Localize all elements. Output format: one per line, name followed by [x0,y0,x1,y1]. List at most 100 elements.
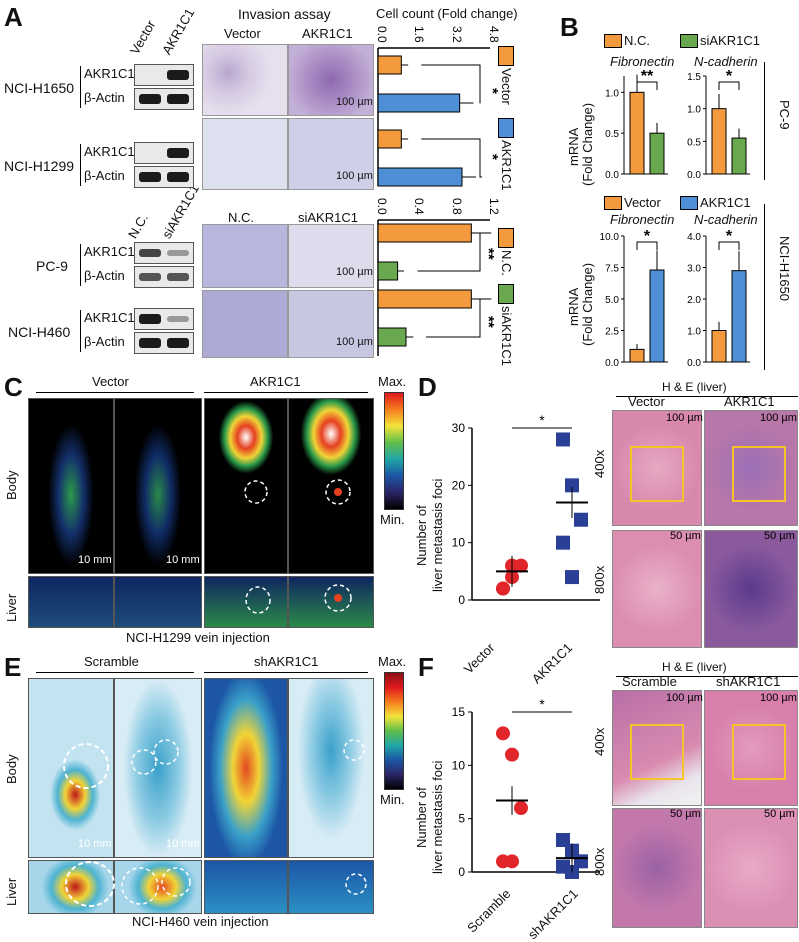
e-colorbar [384,672,404,790]
c-group-akr1c1: AKR1C1 [250,374,301,389]
sig-label: * [644,228,651,245]
f-zoom-box-1 [630,724,684,780]
f-he-shakr1c1-400 [704,690,798,806]
c-pet-liver-vector-1 [28,576,114,628]
d-zoom-box-2 [732,446,786,502]
tick-bot-0: 0.0 [375,198,389,215]
legend-label-akr1c1: AKR1C1 [499,140,514,191]
wb-h460-akr1c1 [134,308,194,330]
wb-h1650-actin [134,88,194,110]
f-he-col-shakr1c1: shAKR1C1 [716,674,781,689]
b-gene-fn-1: Fibronectin [610,54,675,69]
b-ylabel-1b: (Fold Change) [580,102,595,186]
d-mag-800: 800x [592,565,607,594]
data-point [556,833,570,847]
d-scale-100-2: 100 µm [760,412,797,424]
e-pet-shakr1c1-1 [204,678,288,858]
y-tick-label: 0.0 [687,170,701,181]
y-tick-label: 0 [458,593,465,607]
legend-swatch-akr1c1 [498,118,514,138]
panel-label-b: B [560,12,579,42]
micrograph-h1650-vector [202,44,288,116]
c-pet-liver-akr1c1-2 [288,576,374,628]
protein-actin-2: β-Actin [84,168,125,183]
c-pet-liver-vector-2 [114,576,202,628]
f-ylabel-1: Number of [414,787,429,848]
b-legend-akr1c1: AKR1C1 [700,195,751,210]
bar-PC-9 Fibronectin-N.C. [629,91,645,175]
a-axis-title: Cell count (Fold change) [376,6,518,21]
c-colorbar [384,392,404,510]
protein-akr1c1-1: AKR1C1 [84,66,135,81]
d-he-title: H & E (liver) [662,380,727,394]
sig-bracket [636,241,658,250]
e-pet-scramble-2 [114,678,202,858]
y-tick-label: 0.5 [605,129,619,140]
panel-label-e: E [4,652,22,682]
legend-swatch-nc [498,228,514,248]
scale-a-4: 100 µm [336,336,373,348]
c-scale-1: 10 mm [78,554,112,566]
tick-bot-3: 1.2 [487,198,501,215]
tick-bot-2: 0.8 [450,198,464,215]
sig-label: * [539,412,545,428]
d-zoom-box-1 [630,446,684,502]
cell-line-h1650: NCI-H1650 [4,80,75,96]
cell-line-h1299: NCI-H1299 [4,158,75,174]
data-point [514,801,528,815]
protein-actin-1: β-Actin [84,90,125,105]
e-scale-2: 10 mm [166,838,200,850]
sig-bracket [718,81,740,90]
e-caption: NCI-H460 vein injection [132,914,269,929]
data-point [565,478,579,493]
data-point [496,581,510,596]
data-point [496,726,510,741]
bar-PC-9 Fibronectin-siAKR1C1 [649,132,665,175]
legend-swatch-vector [498,46,514,66]
b-chart-pc9: 0.0 0.5 1.0 ** 0.0 0.5 1.0 1.5 * [605,68,750,181]
micrograph-pc9-nc [202,224,288,288]
y-tick-label: 5 [458,812,465,826]
y-tick-label: 1.5 [687,72,701,83]
bar-NCI-H1650 Fibronectin-Vector [629,348,645,363]
b-chart-h1650: 0.0 2.5 5.0 7.5 10.0 * 0.0 1.0 2.0 3.0 4.0 * [600,228,750,369]
f-he-col-scramble: Scramble [622,674,677,689]
tick-top-2: 3.2 [450,26,464,43]
legend-label-nc: N.C. [499,250,514,276]
tick-top-0: 0.0 [375,26,389,43]
d-scale-50-1: 50 µm [670,530,701,542]
panel-label-d: D [418,372,437,402]
data-point [505,747,519,762]
tick-top-3: 4.8 [487,26,501,43]
micrograph-h1299-akr1c1 [288,118,374,190]
cell-line-pc9: PC-9 [36,258,68,274]
c-pet-vector-1 [28,398,114,574]
legend-swatch-siakr1c1 [498,284,514,304]
micrograph-h460-siakr1c1 [288,290,374,358]
b-legend-swatch-akr1c1 [680,196,698,210]
protein-akr1c1-4: AKR1C1 [84,310,135,325]
f-scatter: 0 5 10 15 * [452,696,600,879]
f-ylabel-2: liver metastasis foci [430,760,445,874]
tick-top-1: 1.6 [412,26,426,43]
panel-label-f: F [418,652,434,682]
f-scale-50-1: 50 µm [670,808,701,820]
micrograph-h1299-vector [202,118,288,190]
wb-h1299-actin [134,166,194,188]
b-legend-nc: N.C. [624,33,650,48]
c-caption: NCI-H1299 vein injection [126,630,270,645]
y-tick-label: 10 [452,536,466,550]
f-he-title: H & E (liver) [662,660,727,674]
sig-a-4: ** [480,316,497,328]
b-ylabel-1a: mRNA [566,127,581,166]
y-tick-label: 1.0 [687,327,701,338]
d-he-akr1c1-800 [704,530,798,648]
d-he-vector-800 [612,530,702,648]
protein-akr1c1-3: AKR1C1 [84,244,135,259]
micro-col-akr1c1: AKR1C1 [302,26,353,41]
y-tick-label: 4.0 [687,232,701,243]
sig-bracket [426,298,492,338]
e-group-scramble: Scramble [84,654,139,669]
invasion-title: Invasion assay [238,6,331,22]
scale-a-2: 100 µm [336,170,373,182]
